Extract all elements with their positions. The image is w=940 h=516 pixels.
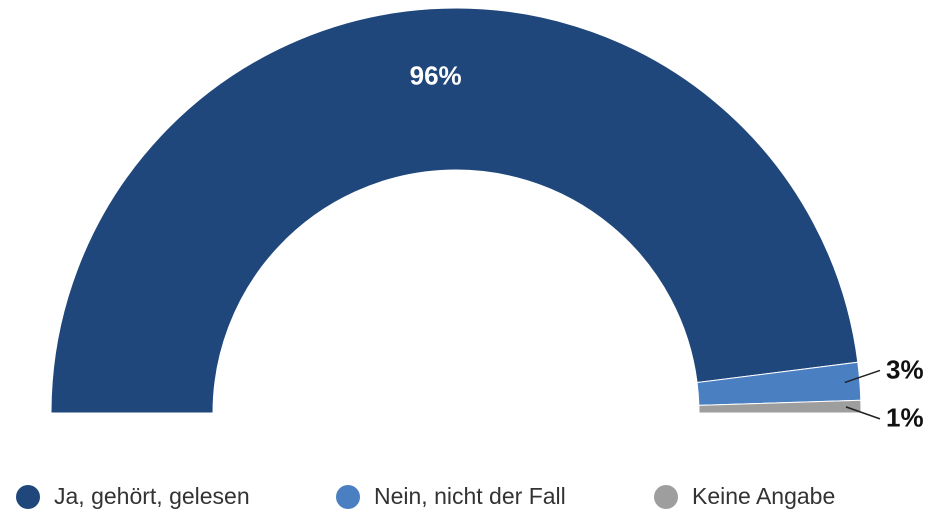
value-label: 96% bbox=[410, 61, 462, 91]
legend-marker bbox=[336, 485, 360, 509]
leader-line bbox=[845, 406, 881, 420]
value-label: 1% bbox=[886, 403, 924, 433]
legend-label: Keine Angabe bbox=[692, 483, 835, 509]
slice bbox=[698, 399, 862, 414]
legend-marker bbox=[654, 485, 678, 509]
legend-marker bbox=[16, 485, 40, 509]
value-label: 3% bbox=[886, 354, 924, 384]
leader-line bbox=[844, 369, 881, 384]
legend-label: Ja, gehört, gelesen bbox=[54, 483, 250, 509]
legend-label: Nein, nicht der Fall bbox=[374, 483, 566, 509]
slice bbox=[50, 7, 859, 414]
